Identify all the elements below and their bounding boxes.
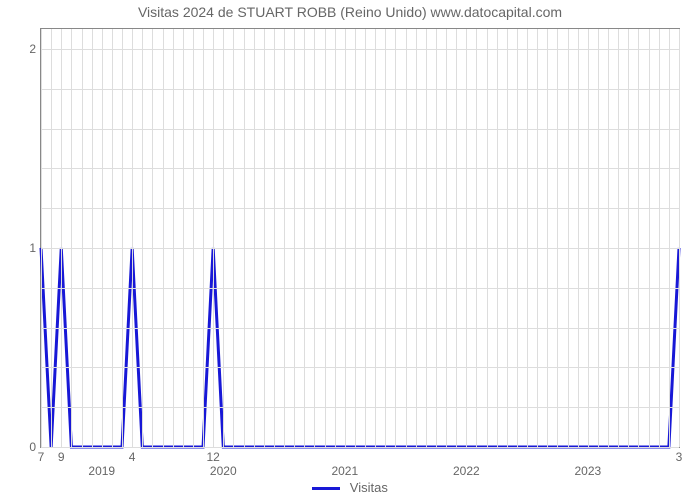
gridline-h [41,129,679,130]
gridline-v [82,29,83,447]
gridline-h [41,49,679,50]
gridline-v [41,29,42,447]
plot-area [40,28,680,448]
gridline-v [102,29,103,447]
y-tick-label: 1 [6,241,36,255]
gridline-v [92,29,93,447]
gridline-v [446,29,447,447]
gridline-v [628,29,629,447]
gridline-v [51,29,52,447]
gridline-v [537,29,538,447]
gridline-v [112,29,113,447]
gridline-v [244,29,245,447]
gridline-v [659,29,660,447]
gridline-v [588,29,589,447]
gridline-v [183,29,184,447]
data-point-label: 3 [676,450,683,464]
gridline-v [294,29,295,447]
gridline-v [395,29,396,447]
gridline-v [365,29,366,447]
gridline-h [41,328,679,329]
gridline-h [41,89,679,90]
x-tick-label: 2021 [331,464,358,478]
gridline-v [314,29,315,447]
gridline-h [41,447,679,448]
x-tick-label: 2019 [88,464,115,478]
gridline-v [254,29,255,447]
data-point-label: 7 [38,450,45,464]
gridline-h [41,407,679,408]
gridline-v [304,29,305,447]
gridline-v [487,29,488,447]
gridline-v [608,29,609,447]
gridline-v [638,29,639,447]
x-tick-label: 2022 [453,464,480,478]
gridline-v [456,29,457,447]
gridline-v [152,29,153,447]
gridline-v [547,29,548,447]
chart-container: Visitas 2024 de STUART ROBB (Reino Unido… [0,0,700,500]
gridline-h [41,288,679,289]
gridline-v [507,29,508,447]
gridline-v [426,29,427,447]
data-point-label: 4 [129,450,136,464]
x-tick-label: 2023 [574,464,601,478]
gridline-v [122,29,123,447]
gridline-v [163,29,164,447]
gridline-v [527,29,528,447]
y-tick-label: 2 [6,42,36,56]
gridline-v [274,29,275,447]
gridline-v [568,29,569,447]
gridline-v [649,29,650,447]
gridline-v [406,29,407,447]
gridline-v [618,29,619,447]
gridline-v [71,29,72,447]
gridline-v [233,29,234,447]
legend-swatch [312,487,340,490]
gridline-v [132,29,133,447]
gridline-v [284,29,285,447]
gridline-v [517,29,518,447]
gridline-h [41,168,679,169]
gridline-v [203,29,204,447]
gridline-v [355,29,356,447]
gridline-v [193,29,194,447]
series-path [41,248,679,447]
gridline-v [335,29,336,447]
gridline-v [223,29,224,447]
gridline-v [497,29,498,447]
gridline-v [264,29,265,447]
gridline-v [436,29,437,447]
gridline-v [385,29,386,447]
gridline-v [213,29,214,447]
gridline-h [41,248,679,249]
gridline-v [679,29,680,447]
gridline-h [41,367,679,368]
gridline-v [375,29,376,447]
gridline-v [578,29,579,447]
chart-title: Visitas 2024 de STUART ROBB (Reino Unido… [0,4,700,20]
gridline-v [476,29,477,447]
gridline-v [557,29,558,447]
gridline-v [173,29,174,447]
gridline-v [669,29,670,447]
y-tick-label: 0 [6,440,36,454]
gridline-v [325,29,326,447]
gridline-v [416,29,417,447]
gridline-v [61,29,62,447]
gridline-v [142,29,143,447]
gridline-v [466,29,467,447]
gridline-v [598,29,599,447]
series-line [41,29,679,447]
gridline-h [41,208,679,209]
legend-label: Visitas [350,480,388,495]
legend: Visitas [0,480,700,495]
data-point-label: 12 [206,450,219,464]
data-point-label: 9 [58,450,65,464]
x-tick-label: 2020 [210,464,237,478]
gridline-v [345,29,346,447]
